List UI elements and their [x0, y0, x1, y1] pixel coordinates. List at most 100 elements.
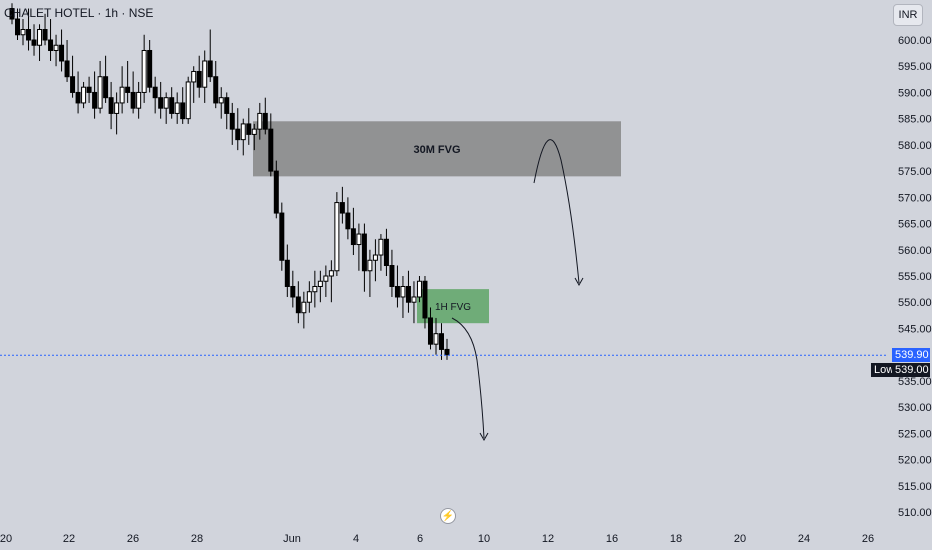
lightning-icon[interactable]: ⚡	[440, 508, 456, 524]
x-tick-label: 6	[417, 533, 423, 545]
fvg-1h-label: 1H FVG	[435, 302, 471, 313]
y-tick-label: 520.00	[898, 455, 932, 467]
candle	[97, 60, 103, 114]
y-tick-label: 600.00	[898, 35, 932, 47]
candle	[48, 19, 54, 61]
candle	[191, 66, 197, 103]
fvg-30m-label: 30M FVG	[413, 144, 460, 156]
candle	[350, 207, 356, 256]
candle	[130, 71, 136, 114]
candle	[284, 244, 290, 297]
candle	[279, 202, 285, 271]
candle	[103, 55, 109, 103]
candle	[262, 97, 268, 135]
candle	[26, 8, 32, 51]
x-tick-label: 26	[127, 533, 139, 545]
candle	[86, 76, 92, 103]
candle	[394, 265, 400, 308]
candle	[328, 260, 334, 303]
candle	[207, 29, 213, 82]
currency-button[interactable]: INR	[893, 4, 923, 26]
candle	[174, 92, 180, 124]
x-tick-label: 22	[63, 533, 75, 545]
arrowhead-icon	[479, 432, 489, 442]
y-tick-label: 560.00	[898, 245, 932, 257]
y-tick-label: 595.00	[898, 61, 932, 73]
candle	[378, 234, 384, 271]
candle	[405, 270, 411, 313]
candle	[323, 265, 329, 297]
candle	[427, 307, 433, 350]
y-tick-label: 565.00	[898, 219, 932, 231]
candle	[108, 81, 114, 130]
candle	[251, 123, 257, 151]
candle	[37, 24, 43, 61]
candle	[196, 55, 202, 98]
candle	[367, 249, 373, 297]
candle	[202, 50, 208, 103]
fvg-30m-zone[interactable]	[253, 121, 621, 177]
candle	[273, 160, 279, 219]
candle	[240, 118, 246, 156]
candle	[213, 60, 219, 109]
candle	[246, 108, 252, 145]
candle	[163, 92, 169, 124]
candle	[334, 192, 340, 276]
x-tick-label: 24	[798, 533, 810, 545]
candle	[70, 55, 76, 98]
x-tick-label: 12	[542, 533, 554, 545]
candle	[147, 40, 153, 93]
candle	[136, 81, 142, 119]
candle	[235, 108, 241, 151]
x-tick-label: 26	[862, 533, 874, 545]
candle	[306, 281, 312, 313]
x-tick-label: 28	[191, 533, 203, 545]
candle	[20, 19, 26, 46]
x-tick-label: 20	[734, 533, 746, 545]
y-tick-label: 525.00	[898, 428, 932, 440]
x-tick-label: Jun	[283, 533, 301, 545]
y-tick-label: 515.00	[898, 481, 932, 493]
symbol-title[interactable]: CHALET HOTEL · 1h · NSE	[4, 6, 154, 20]
y-tick-label: 590.00	[898, 87, 932, 99]
candle	[92, 71, 98, 119]
x-tick-label: 10	[478, 533, 490, 545]
x-tick-label: 18	[670, 533, 682, 545]
candle	[119, 66, 125, 114]
candle	[345, 197, 351, 240]
candle	[361, 223, 367, 292]
y-tick-label: 510.00	[898, 507, 932, 519]
candle	[81, 81, 87, 109]
candle	[224, 92, 230, 130]
low-label: Low	[871, 363, 898, 377]
candle	[64, 40, 70, 82]
candle	[229, 102, 235, 145]
candle	[53, 34, 59, 67]
arrowhead-icon	[574, 277, 584, 287]
candle	[312, 270, 318, 308]
candle	[257, 102, 263, 140]
candle	[356, 223, 362, 271]
y-tick-label: 535.00	[898, 376, 932, 388]
candle	[433, 317, 439, 355]
candle	[114, 92, 120, 135]
y-tick-label: 570.00	[898, 192, 932, 204]
candle	[158, 81, 164, 119]
candle	[59, 29, 65, 72]
candle	[372, 239, 378, 282]
low-price-badge: 539.00	[892, 363, 930, 377]
candle	[268, 113, 274, 177]
candle	[180, 87, 186, 124]
x-tick-label: 4	[353, 533, 359, 545]
candle	[444, 338, 450, 360]
candle	[301, 291, 307, 329]
candle	[152, 76, 158, 114]
candle	[75, 71, 81, 114]
candle	[383, 228, 389, 276]
candle	[125, 60, 131, 103]
y-tick-label: 585.00	[898, 114, 932, 126]
y-tick-label: 555.00	[898, 271, 932, 283]
candle	[438, 323, 444, 360]
candle	[339, 186, 345, 224]
